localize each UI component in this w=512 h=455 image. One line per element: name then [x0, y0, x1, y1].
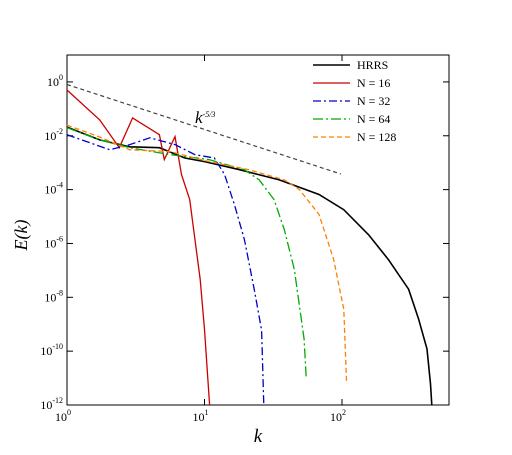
y-tick-label-exponent: -8 — [56, 288, 63, 297]
y-tick-label: 10-10 — [40, 342, 63, 358]
series-line — [66, 126, 433, 406]
x-tick-label: 100 — [55, 408, 71, 424]
reference-label: k-5/3 — [195, 108, 215, 127]
x-tick-label: 101 — [193, 408, 209, 424]
legend-label: N = 16 — [357, 76, 390, 90]
y-tick-label-exponent: -12 — [52, 396, 63, 405]
y-tick-label-base: 10 — [44, 129, 56, 143]
series-line — [66, 89, 211, 406]
y-tick-label-base: 10 — [44, 236, 56, 250]
legend-label: HRRS — [357, 58, 388, 72]
series-line — [66, 124, 348, 385]
x-tick-label: 102 — [330, 408, 346, 424]
x-tick-label-exponent: 2 — [342, 408, 346, 417]
y-tick-label-exponent: -6 — [56, 234, 63, 243]
x-axis-label: k — [254, 426, 263, 447]
series-line — [66, 127, 307, 380]
y-tick-label: 10-4 — [44, 181, 63, 197]
x-tick-label-base: 10 — [330, 410, 342, 424]
x-tick-label-exponent: 1 — [205, 408, 209, 417]
y-tick-label-base: 10 — [40, 398, 52, 412]
y-tick-label-base: 10 — [47, 75, 59, 89]
y-tick-label-base: 10 — [44, 290, 56, 304]
y-tick-label: 10-2 — [44, 127, 63, 143]
y-tick-label-base: 10 — [44, 183, 56, 197]
y-tick-label-exponent: -10 — [52, 342, 63, 351]
reference-line — [66, 83, 341, 175]
y-tick-label: 100 — [47, 73, 63, 89]
x-tick-label-base: 10 — [55, 410, 67, 424]
legend-label: N = 128 — [357, 130, 396, 144]
plot-frame — [66, 54, 450, 406]
legend-label: N = 64 — [357, 112, 390, 126]
y-tick-label-exponent: 0 — [59, 73, 63, 82]
x-tick-label-base: 10 — [193, 410, 205, 424]
y-tick-label: 10-8 — [44, 288, 63, 304]
reference-label-exponent: -5/3 — [203, 110, 216, 119]
reference-label-base: k — [195, 108, 203, 127]
x-tick-label-exponent: 0 — [67, 408, 71, 417]
legend-label: N = 32 — [357, 94, 390, 108]
y-tick-label-exponent: -2 — [56, 127, 63, 136]
series-line — [66, 134, 265, 406]
y-axis-label: E(k) — [11, 220, 32, 252]
y-tick-label: 10-12 — [40, 396, 63, 412]
y-tick-label: 10-6 — [44, 234, 63, 250]
y-tick-label-exponent: -4 — [56, 181, 63, 190]
y-tick-label-base: 10 — [40, 344, 52, 358]
